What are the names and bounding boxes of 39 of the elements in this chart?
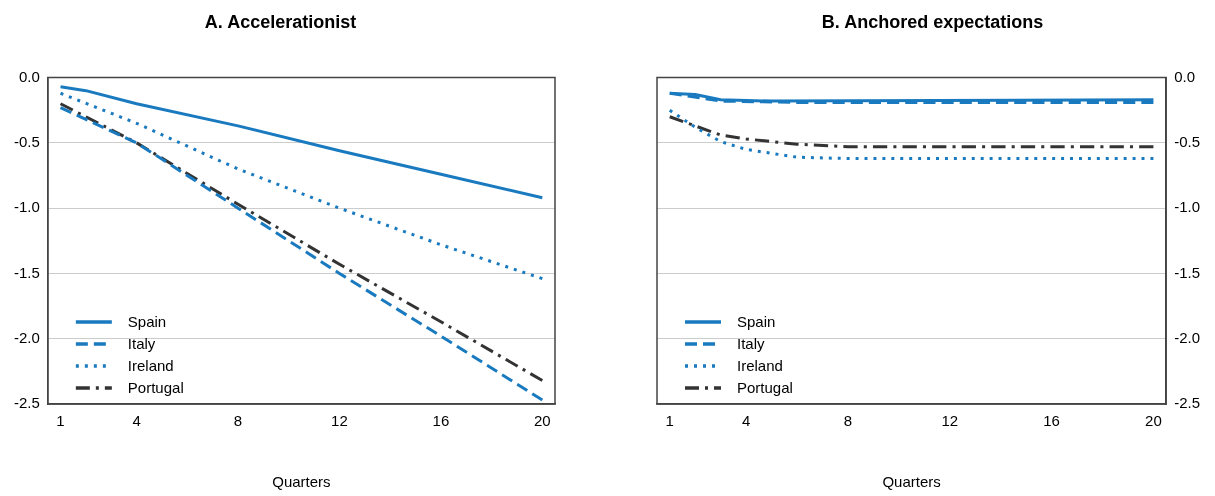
y-tick-label: -1.0 (13, 198, 40, 216)
x-tick-label: 16 (432, 412, 450, 430)
y-tick-label: 0.0 (18, 67, 40, 85)
y-tick-label: -2.5 (13, 394, 40, 412)
y2-tick-label: -2.0 (1174, 328, 1201, 346)
legend-label: Portugal (737, 379, 793, 397)
line-series (668, 108, 1155, 161)
x-tick-label: 12 (331, 412, 348, 430)
x-tick-label: 20 (1145, 412, 1162, 430)
x-tick-label: 1 (56, 412, 65, 430)
x-tick-label: 16 (1043, 412, 1060, 430)
y2-tick-label: 0.0 (1174, 67, 1196, 85)
y2-tick-label: -1.0 (1174, 198, 1201, 216)
x-tick-label: 1 (665, 412, 674, 430)
y-tick-label: -1.5 (13, 263, 40, 281)
y2-tick-label: -1.5 (1174, 263, 1201, 281)
line-series (59, 91, 544, 281)
x-tick-label: 4 (741, 412, 751, 430)
legend-label: Ireland (737, 357, 783, 375)
legend-label: Spain (127, 313, 167, 331)
x-axis-title: Quarters (272, 473, 331, 491)
legend-label: Ireland (127, 357, 174, 375)
y-tick-label: -2.0 (13, 328, 40, 346)
legend-label: Italy (127, 335, 156, 353)
x-tick-label: 8 (843, 412, 853, 430)
y2-tick-label: -2.5 (1174, 394, 1201, 412)
y2-tick-label: -0.5 (1174, 133, 1201, 151)
legend-label: Italy (737, 335, 766, 353)
legend-label: Spain (737, 313, 776, 331)
chart-title: B. Anchored expectations (821, 11, 1044, 32)
legend-label: Portugal (127, 379, 184, 397)
x-axis-title: Quarters (882, 473, 941, 491)
x-tick-label: 20 (533, 412, 551, 430)
x-tick-label: 12 (941, 412, 959, 430)
chart-title: A. Accelerationist (204, 11, 357, 32)
line-series (668, 115, 1155, 149)
x-tick-label: 4 (132, 412, 141, 430)
x-tick-label: 8 (233, 412, 243, 430)
y-tick-label: -0.5 (13, 133, 40, 151)
